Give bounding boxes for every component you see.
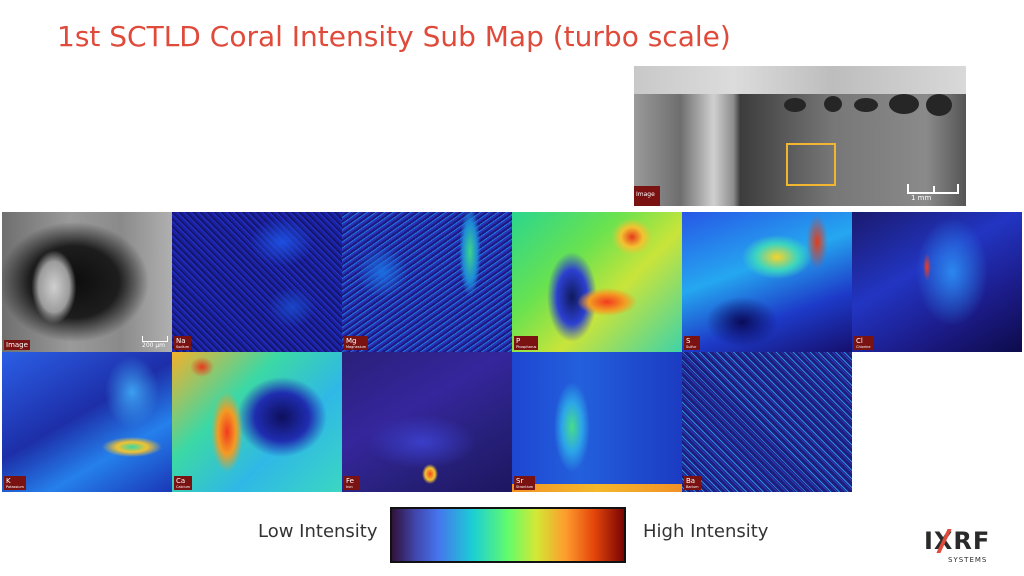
- turbo-colorbar: [390, 507, 626, 563]
- overview-top-band: [634, 66, 966, 94]
- map-tag: Sr Strontium: [514, 475, 536, 490]
- page-title: 1st SCTLD Coral Intensity Sub Map (turbo…: [57, 20, 731, 53]
- map-tag: Ca Calcium: [174, 475, 193, 490]
- map-tag: Fe Iron: [344, 475, 360, 490]
- overview-scale-label: 1 mm: [911, 194, 932, 202]
- map-tile-k: K Potassium: [2, 352, 172, 492]
- map-tag: S Sulfur: [684, 335, 700, 350]
- scale-bar: [142, 336, 168, 342]
- map-tag: Na Sodium: [174, 335, 192, 350]
- low-intensity-label: Low Intensity: [258, 521, 378, 542]
- map-tag: K Potassium: [4, 475, 26, 490]
- overview-inset-box: [786, 143, 836, 186]
- overview-pit: [824, 96, 842, 112]
- overview-scale-bar: [907, 184, 959, 194]
- high-intensity-label: High Intensity: [643, 521, 769, 542]
- map-tag: P Phosphorus: [514, 335, 539, 350]
- overview-pit: [926, 94, 952, 116]
- map-tile-mg: Mg Magnesium: [342, 212, 512, 352]
- map-tag: Cl Chlorine: [854, 335, 873, 350]
- overview-pit: [784, 98, 806, 112]
- scale-bar-label: 200 µm: [142, 342, 166, 349]
- map-tile-s: S Sulfur: [682, 212, 852, 352]
- map-tile-image: 200 µm Image: [2, 212, 172, 352]
- map-tile-sr: Sr Strontium: [512, 352, 682, 492]
- overview-sem-image: 1 mm Image: [634, 66, 966, 206]
- map-tile-ca: Ca Calcium: [172, 352, 342, 492]
- overview-tag: Image: [634, 186, 660, 206]
- map-tag: Mg Magnesium: [344, 335, 369, 350]
- overview-pit: [889, 94, 919, 114]
- map-tile-na: Na Sodium: [172, 212, 342, 352]
- logo-sub: SYSTEMS: [948, 556, 988, 564]
- logo-brand: IXRF: [924, 527, 991, 555]
- overview-pit: [854, 98, 878, 112]
- map-tag: Image: [4, 340, 30, 350]
- map-tag: Ba Barium: [684, 475, 701, 490]
- map-tile-p: P Phosphorus: [512, 212, 682, 352]
- map-tile-fe: Fe Iron: [342, 352, 512, 492]
- sr-edge-band: [512, 484, 682, 492]
- map-tile-ba: Ba Barium: [682, 352, 852, 492]
- map-tile-cl: Cl Chlorine: [852, 212, 1022, 352]
- ixrf-logo: IXRF SYSTEMS: [924, 527, 1000, 567]
